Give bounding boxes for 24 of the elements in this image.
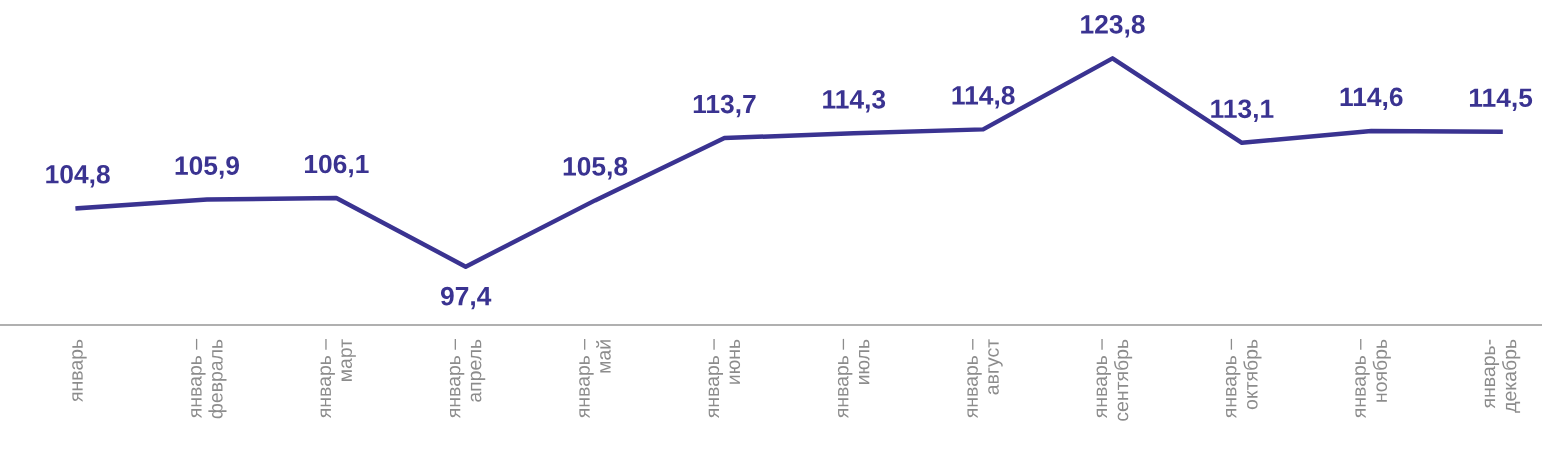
data-label: 114,8 [952, 86, 1015, 109]
x-tick-label: январь – май [579, 338, 611, 419]
data-label: 114,6 [1340, 87, 1403, 111]
x-tick-label: январь – август [967, 338, 1003, 419]
x-tick-label: январь – март [320, 338, 356, 419]
data-label: 123,8 [1081, 14, 1145, 38]
x-tick-label: январь- декабрь [1484, 339, 1521, 413]
data-label: 106,1 [304, 154, 369, 178]
data-label: 97,4 [440, 286, 492, 310]
x-tick-label: январь – июль [837, 338, 870, 419]
x-tick-label: январь [72, 339, 87, 402]
x-tick-label: январь – февраль [191, 338, 227, 419]
data-label: 113,7 [693, 94, 756, 118]
data-label: 105,9 [175, 156, 240, 179]
x-tick-label: январь – апрель [449, 338, 486, 419]
x-tick-label: январь – сентябрь [1096, 338, 1133, 421]
x-tick-label: январь – июнь [708, 338, 741, 419]
data-label: 113,1 [1211, 99, 1274, 122]
data-label: 114,3 [823, 89, 886, 113]
x-tick-label: январь – ноябрь [1355, 338, 1391, 419]
data-label: 104,8 [46, 164, 110, 188]
data-label: 114,5 [1469, 88, 1533, 111]
data-label: 105,8 [563, 157, 628, 180]
x-tick-label: январь – октябрь [1225, 338, 1262, 419]
